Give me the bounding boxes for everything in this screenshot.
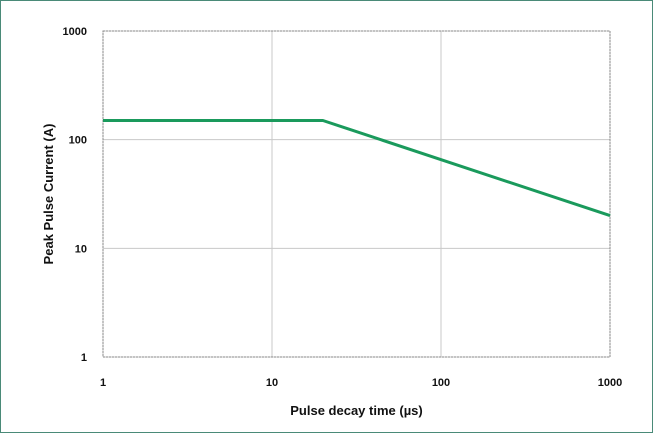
y-axis-title: Peak Pulse Current (A): [41, 124, 56, 265]
x-axis-title: Pulse decay time (µs): [290, 403, 423, 418]
y-tick-label: 1: [81, 352, 87, 364]
y-tick-label: 100: [69, 135, 87, 147]
plot-area-border: [102, 30, 611, 358]
grid: [102, 30, 611, 358]
series-line: [103, 119, 611, 218]
x-tick-labels: 1 10 100 1000: [100, 377, 622, 389]
y-tick-labels: 1 10 100 1000: [63, 26, 87, 364]
y-tick-label: 1000: [63, 26, 87, 38]
x-tick-label: 1: [100, 377, 106, 389]
y-tick-label: 10: [75, 243, 87, 255]
series-layer: [103, 119, 611, 218]
x-tick-label: 10: [266, 377, 278, 389]
x-tick-label: 1000: [598, 377, 622, 389]
x-tick-label: 100: [432, 377, 450, 389]
